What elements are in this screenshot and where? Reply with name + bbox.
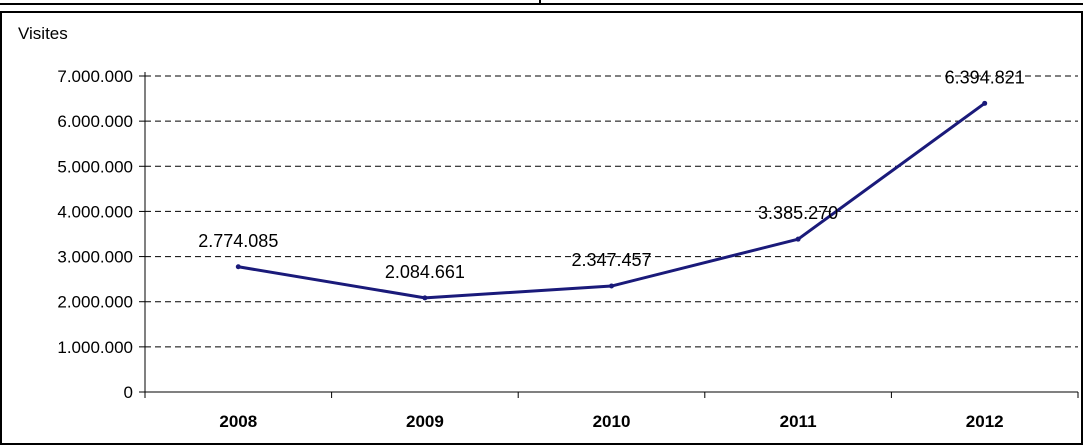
chart-border [0,11,1083,445]
data-label: 3.385.270 [758,203,838,223]
data-point [235,264,241,270]
axes [139,72,1079,398]
x-tick-label: 2008 [219,412,257,431]
y-tick-label: 0 [124,383,133,402]
data-label: 2.774.085 [198,231,278,251]
y-axis-title: Visites [18,24,68,43]
y-tick-label: 6.000.000 [57,112,133,131]
x-tick-label: 2009 [406,412,444,431]
data-point [609,283,614,289]
y-tick-label: 2.000.000 [57,293,133,312]
x-tick-label: 2010 [593,412,631,431]
data-label: 2.347.457 [571,250,651,270]
grid-lines [145,75,1078,348]
data-point [795,236,801,242]
y-tick-label: 3.000.000 [57,248,133,267]
data-point [422,295,428,301]
data-label: 6.394.821 [945,67,1025,87]
y-tick-label: 1.000.000 [57,338,133,357]
y-tick-label: 7.000.000 [57,67,133,86]
data-label: 2.084.661 [385,262,465,282]
y-tick-labels: 0 1.000.000 2.000.000 3.000.000 4.000.000 5.0… [57,67,133,402]
data-labels: 2.774.085 2.084.661 2.347.457 3.385.270 6.39… [198,67,1024,282]
y-tick-label: 5.000.000 [57,157,133,176]
series-line-group [235,100,988,301]
y-tick-label: 4.000.000 [57,202,133,221]
data-point [982,100,988,106]
x-tick-labels: 2008 2009 2010 2011 2012 [219,412,1003,431]
x-tick-label: 2011 [780,412,817,431]
x-tick-label: 2012 [966,412,1004,431]
